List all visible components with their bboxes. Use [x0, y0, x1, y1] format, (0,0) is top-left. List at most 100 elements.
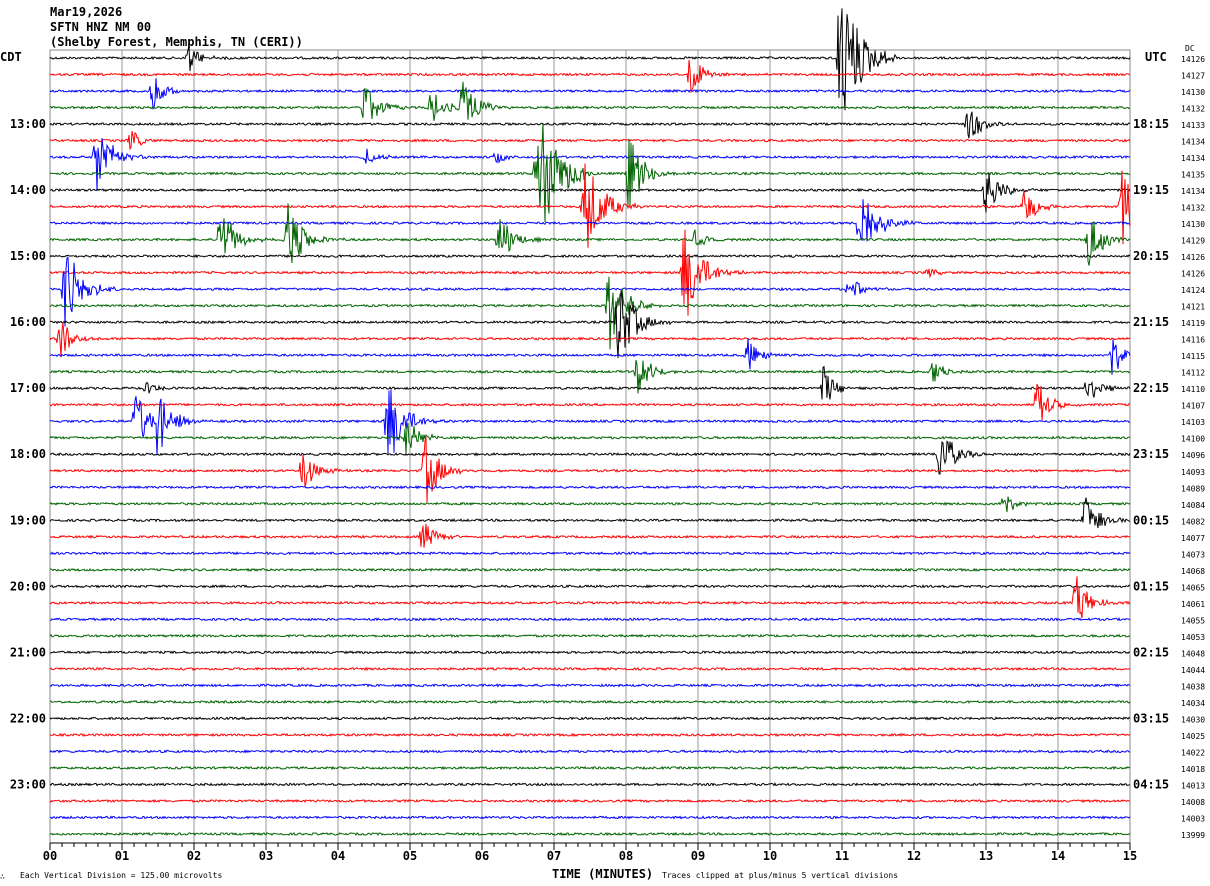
utc-hour-label: 03:15 — [1133, 711, 1169, 725]
seismic-trace — [50, 815, 1131, 820]
seismic-trace — [49, 290, 1131, 359]
seismic-trace — [49, 699, 1131, 705]
dc-offset-value: 14061 — [1181, 600, 1205, 609]
dc-offset-value: 14008 — [1181, 798, 1205, 807]
dc-offset-value: 14055 — [1181, 616, 1205, 625]
corner-mark: ∴ — [0, 872, 5, 881]
dc-offset-value: 14112 — [1181, 369, 1205, 378]
dc-offset-value: 14022 — [1181, 748, 1205, 757]
cdt-hour-label: 18:00 — [10, 447, 46, 461]
dc-offset-value: 14048 — [1181, 649, 1205, 658]
seismic-trace — [49, 716, 1131, 721]
dc-offset-value: 14110 — [1181, 385, 1205, 394]
dc-offset-value: 14089 — [1181, 484, 1205, 493]
seismic-trace — [49, 782, 1131, 787]
utc-hour-label: 18:15 — [1133, 117, 1169, 131]
x-tick-label: 00 — [43, 849, 57, 863]
dc-offset-value: 14068 — [1181, 567, 1205, 576]
cdt-hour-label: 19:00 — [10, 513, 46, 527]
x-tick-label: 12 — [907, 849, 921, 863]
seismic-trace — [50, 199, 1130, 242]
seismic-trace — [49, 256, 1131, 327]
seismic-trace — [49, 666, 1131, 672]
utc-hour-label: 00:15 — [1133, 513, 1169, 527]
seismic-trace — [49, 59, 1131, 94]
location-label: (Shelby Forest, Memphis, TN (CERI)) — [50, 35, 303, 49]
utc-hour-label: 19:15 — [1133, 183, 1169, 197]
x-tick-label: 15 — [1123, 849, 1137, 863]
x-tick-label: 09 — [691, 849, 705, 863]
dc-offset-value: 14082 — [1181, 517, 1205, 526]
seismic-trace — [49, 229, 1131, 316]
seismic-trace — [49, 650, 1131, 655]
seismic-trace — [49, 436, 1131, 503]
cdt-hour-label: 14:00 — [10, 183, 46, 197]
dc-offset-value: 14129 — [1181, 237, 1205, 246]
seismic-trace — [49, 138, 1131, 192]
utc-hour-label: 01:15 — [1133, 579, 1169, 593]
traces — [49, 8, 1131, 837]
cdt-hour-label: 20:00 — [10, 579, 46, 593]
seismic-trace — [49, 567, 1131, 572]
x-tick-label: 10 — [763, 849, 777, 863]
dc-offset-value: 14130 — [1181, 220, 1205, 229]
dc-offset-value: 14135 — [1181, 171, 1205, 180]
seismic-trace — [49, 683, 1131, 688]
utc-label: UTC — [1145, 50, 1167, 64]
utc-hour-label: 04:15 — [1133, 777, 1169, 791]
dc-offset-value: 14030 — [1181, 715, 1205, 724]
x-axis-title: TIME (MINUTES) — [552, 867, 653, 881]
dc-offset-value: 14116 — [1181, 336, 1205, 345]
x-tick-label: 03 — [259, 849, 273, 863]
seismic-trace — [49, 551, 1131, 556]
date-label: Mar19,2026 — [50, 5, 122, 19]
dc-offset-value: 14127 — [1181, 72, 1205, 81]
x-tick-label: 04 — [331, 849, 345, 863]
seismic-trace — [49, 322, 1131, 358]
dc-offset-value: 14121 — [1181, 303, 1205, 312]
x-tick-label: 11 — [835, 849, 849, 863]
seismic-trace — [49, 172, 1131, 213]
dc-offset-value: 14126 — [1181, 253, 1205, 262]
dc-offset-value: 14134 — [1181, 154, 1205, 163]
dc-offset-value: 14018 — [1181, 765, 1205, 774]
cdt-hour-label: 22:00 — [10, 711, 46, 725]
utc-hour-label: 21:15 — [1133, 315, 1169, 329]
x-tick-label: 05 — [403, 849, 417, 863]
cdt-label: CDT — [0, 50, 22, 64]
dc-offset-value: 14132 — [1181, 105, 1205, 114]
dc-offset-value: 14134 — [1181, 187, 1205, 196]
cdt-hour-label: 21:00 — [10, 645, 46, 659]
seismic-trace — [49, 749, 1131, 754]
utc-hour-label: 22:15 — [1133, 381, 1169, 395]
seismic-trace — [49, 78, 1131, 110]
dc-offset-value: 14103 — [1181, 418, 1205, 427]
dc-offset-value: 14077 — [1181, 534, 1205, 543]
cdt-hour-label: 16:00 — [10, 315, 46, 329]
seismic-trace — [49, 122, 1131, 223]
seismic-trace — [49, 254, 1131, 259]
seismic-trace — [49, 485, 1131, 490]
x-tick-label: 02 — [187, 849, 201, 863]
x-tick-label: 01 — [115, 849, 129, 863]
grid — [49, 49, 1131, 844]
dc-offset-value: 14124 — [1181, 286, 1205, 295]
clip-note: Traces clipped at plus/minus 5 vertical … — [662, 871, 898, 880]
x-tick-label: 14 — [1051, 849, 1065, 863]
dc-offset-value: 14093 — [1181, 468, 1205, 477]
dc-offset-value: 14053 — [1181, 633, 1205, 642]
dc-offset-value: 14107 — [1181, 402, 1205, 411]
dc-offset-value: 14126 — [1181, 270, 1205, 279]
utc-hour-label: 23:15 — [1133, 447, 1169, 461]
dc-offset-value: 14003 — [1181, 814, 1205, 823]
cdt-hour-label: 15:00 — [10, 249, 46, 263]
seismic-trace — [49, 617, 1131, 622]
dc-label: DC — [1185, 44, 1195, 53]
dc-offset-value: 14084 — [1181, 501, 1205, 510]
x-tick-label: 13 — [979, 849, 993, 863]
trace-labels: 14126 14127 14130 14132 14133 13:00 18:15 14134… — [10, 55, 1205, 840]
cdt-hour-label: 23:00 — [10, 777, 46, 791]
seismic-trace — [49, 633, 1131, 639]
x-tick-label: 06 — [475, 849, 489, 863]
